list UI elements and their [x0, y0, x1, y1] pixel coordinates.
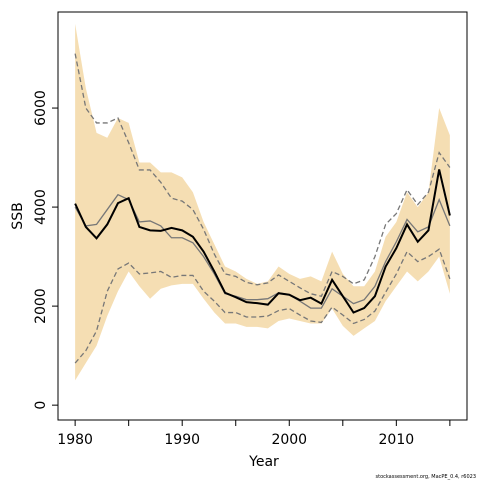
y-tick-label: 6000	[33, 90, 49, 126]
x-tick-label: 1980	[57, 432, 93, 448]
y-tick-label: 4000	[33, 189, 49, 225]
y-axis-label: SSB	[10, 202, 26, 229]
y-tick-label: 0	[33, 401, 49, 410]
confidence-band	[75, 23, 450, 381]
x-axis-label: Year	[248, 454, 279, 470]
series-line	[74, 169, 451, 314]
plot-frame	[57, 11, 468, 421]
x-tick-label: 2000	[271, 432, 307, 448]
series-line	[74, 53, 451, 297]
series-line	[74, 193, 451, 309]
x-tick-label: 1990	[164, 432, 200, 448]
series-line	[74, 248, 451, 364]
y-tick-label: 2000	[33, 288, 49, 324]
x-tick-label: 2010	[379, 432, 415, 448]
footnote: stockassessment.org, MacPE_0.4, r6023	[376, 474, 477, 480]
